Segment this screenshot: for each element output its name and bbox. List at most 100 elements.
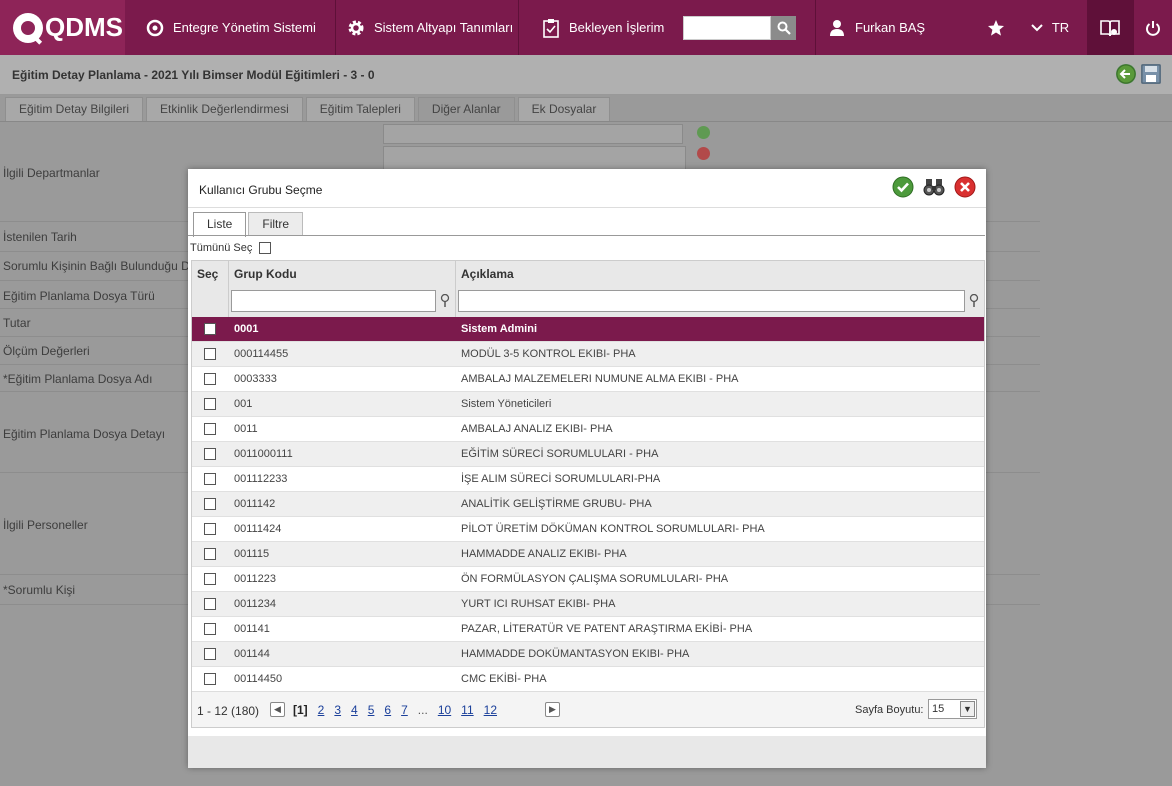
save-disk-icon[interactable]: [1141, 64, 1161, 84]
row-checkbox[interactable]: [204, 423, 216, 435]
logout-power-icon[interactable]: [1133, 0, 1172, 55]
group-description: HAMMADDE ANALIZ EKIBI- PHA: [461, 548, 627, 560]
page-link[interactable]: [1]: [293, 703, 308, 717]
group-description: YURT ICI RUHSAT EKIBI- PHA: [461, 598, 616, 610]
prev-page-icon[interactable]: ◀: [270, 702, 285, 717]
tab-egitim-detay-bilgileri[interactable]: Eğitim Detay Bilgileri: [5, 97, 144, 121]
page-link[interactable]: 7: [401, 703, 408, 717]
nav-sistem-altyapi[interactable]: Sistem Altyapı Tanımları: [335, 0, 518, 55]
search-input[interactable]: [683, 16, 771, 40]
row-checkbox[interactable]: [204, 523, 216, 535]
page-link[interactable]: 10: [437, 703, 452, 717]
help-book-button[interactable]: [1087, 0, 1133, 55]
page-link[interactable]: 3: [334, 703, 342, 717]
nav-bekleyen-islerim[interactable]: Bekleyen İşlerim: [518, 0, 673, 55]
table-row[interactable]: 001141 PAZAR, LİTERATÜR VE PATENT ARAŞTIR…: [192, 617, 984, 642]
page-link[interactable]: 4: [351, 703, 358, 717]
table-row[interactable]: 0011 AMBALAJ ANALIZ EKIBI- PHA: [192, 417, 984, 442]
group-code: 0011000111: [234, 448, 293, 460]
row-checkbox[interactable]: [204, 448, 216, 460]
table-row[interactable]: 0011223 ÖN FORMÜLASYON ÇALIŞMA SORUMLULAR…: [192, 567, 984, 592]
filter-icon[interactable]: [969, 293, 979, 308]
table-row[interactable]: 0011234 YURT ICI RUHSAT EKIBI- PHA: [192, 592, 984, 617]
table-row[interactable]: 00111424 PİLOT ÜRETİM DÖKÜMAN KONTROL SOR…: [192, 517, 984, 542]
table-row[interactable]: 001115 HAMMADDE ANALIZ EKIBI- PHA: [192, 542, 984, 567]
table-row[interactable]: 001 Sistem Yöneticileri: [192, 392, 984, 417]
next-page-icon[interactable]: ▶: [545, 702, 560, 717]
group-description: MODÜL 3-5 KONTROL EKIBI- PHA: [461, 348, 636, 360]
column-header-desc[interactable]: Açıklama: [461, 267, 514, 281]
page-link[interactable]: 12: [483, 703, 497, 717]
column-header-select[interactable]: Seç: [197, 267, 219, 281]
nav-label: Sistem Altyapı Tanımları: [374, 20, 514, 35]
dialog-footer: [188, 736, 986, 768]
code-filter-input[interactable]: [231, 290, 436, 312]
column-header-code[interactable]: Grup Kodu: [234, 267, 297, 281]
close-x-icon[interactable]: [954, 176, 976, 198]
nav-label: Entegre Yönetim Sistemi: [173, 20, 316, 35]
table-row[interactable]: 0003333 AMBALAJ MALZEMELERI NUMUNE ALMA E…: [192, 367, 984, 392]
tab-ek-dosyalar[interactable]: Ek Dosyalar: [517, 97, 611, 121]
row-checkbox[interactable]: [204, 323, 216, 335]
row-checkbox[interactable]: [204, 548, 216, 560]
table-row[interactable]: 000114455 MODÜL 3-5 KONTROL EKIBI- PHA: [192, 342, 984, 367]
dialog-tabs: Liste Filtre: [193, 212, 305, 237]
remove-icon[interactable]: [697, 147, 710, 160]
user-menu[interactable]: Furkan BAŞ: [815, 0, 975, 55]
nav-entegre-yonetim[interactable]: Entegre Yönetim Sistemi: [133, 0, 335, 55]
tab-filtre[interactable]: Filtre: [248, 212, 304, 236]
row-checkbox[interactable]: [204, 648, 216, 660]
field-label-olcum-degerleri: Ölçüm Değerleri: [3, 344, 90, 358]
back-arrow-icon[interactable]: [1116, 64, 1136, 84]
group-code: 0001: [234, 323, 259, 335]
add-icon[interactable]: [697, 126, 710, 139]
page-size-select[interactable]: 15 ▼: [928, 699, 977, 719]
table-row[interactable]: 0001 Sistem Admini: [192, 317, 984, 342]
select-all-checkbox[interactable]: [259, 242, 272, 254]
select-all[interactable]: Tümünü Seç: [190, 242, 272, 254]
page-size-value: 15: [932, 703, 945, 715]
dialog-title: Kullanıcı Grubu Seçme: [199, 183, 323, 197]
tab-egitim-talepleri[interactable]: Eğitim Talepleri: [305, 97, 415, 121]
group-description: İŞE ALIM SÜRECİ SORUMLULARI-PHA: [461, 473, 661, 485]
favorites-star-icon[interactable]: [982, 0, 1010, 55]
row-checkbox[interactable]: [204, 373, 216, 385]
page-link[interactable]: 6: [384, 703, 392, 717]
table-row[interactable]: 001144 HAMMADDE DOKÜMANTASYON EKIBI- PHA: [192, 642, 984, 667]
table-row[interactable]: 0011000111 EĞİTİM SÜRECİ SORUMLULARI - PH…: [192, 442, 984, 467]
tab-diger-alanlar[interactable]: Diğer Alanlar: [417, 97, 515, 121]
group-code: 001141: [234, 623, 270, 635]
group-code: 001: [234, 398, 253, 410]
table-row[interactable]: 00114450 CMC EKİBİ- PHA: [192, 667, 984, 692]
group-description: HAMMADDE DOKÜMANTASYON EKIBI- PHA: [461, 648, 690, 660]
logo[interactable]: QDMS: [0, 0, 125, 55]
confirm-check-icon[interactable]: [892, 176, 914, 198]
filter-icon[interactable]: [440, 293, 450, 308]
row-checkbox[interactable]: [204, 673, 216, 685]
table-row[interactable]: 0011142 ANALİTİK GELİŞTİRME GRUBU- PHA: [192, 492, 984, 517]
row-checkbox[interactable]: [204, 498, 216, 510]
page-link[interactable]: 2: [317, 703, 325, 717]
row-checkbox[interactable]: [204, 598, 216, 610]
group-description: Sistem Admini: [461, 323, 537, 335]
row-checkbox[interactable]: [204, 348, 216, 360]
page-link[interactable]: 11: [461, 703, 474, 717]
tab-liste[interactable]: Liste: [193, 212, 247, 237]
search-button[interactable]: [771, 16, 796, 40]
group-code: 001144: [234, 648, 270, 660]
language-selector[interactable]: TR: [1026, 0, 1074, 55]
page-link[interactable]: 5: [367, 703, 375, 717]
row-checkbox[interactable]: [204, 573, 216, 585]
row-checkbox[interactable]: [204, 473, 216, 485]
table-row[interactable]: 001112233 İŞE ALIM SÜRECİ SORUMLULARI-PHA: [192, 467, 984, 492]
row-checkbox[interactable]: [204, 398, 216, 410]
desc-filter-input[interactable]: [458, 290, 965, 312]
group-description: Sistem Yöneticileri: [461, 398, 552, 410]
qdms-logo-icon: [13, 12, 43, 43]
group-description: PİLOT ÜRETİM DÖKÜMAN KONTROL SORUMLULARI…: [461, 523, 765, 535]
tab-etkinlik-degerlendirmesi[interactable]: Etkinlik Değerlendirmesi: [146, 97, 303, 121]
row-checkbox[interactable]: [204, 623, 216, 635]
binoculars-search-icon[interactable]: [923, 176, 945, 198]
user-icon: [827, 18, 847, 38]
departman-input[interactable]: [383, 124, 683, 144]
